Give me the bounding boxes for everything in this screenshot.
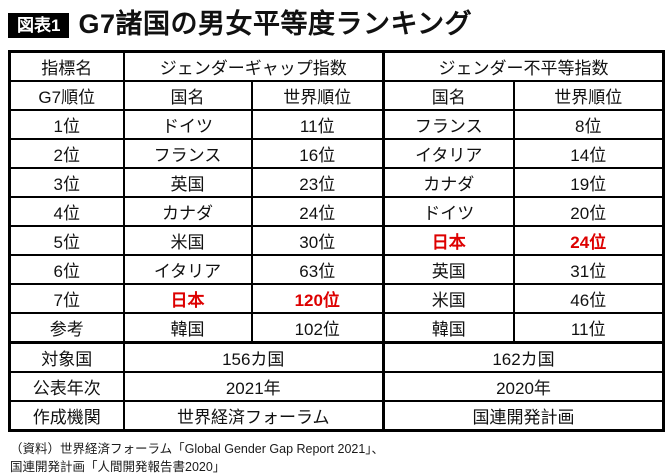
footer-label: 対象国 — [8, 341, 125, 373]
header-gap-world-rank: 世界順位 — [250, 80, 385, 111]
cell-ineq-country: 日本 — [382, 225, 515, 256]
header-ineq-world-rank: 世界順位 — [512, 80, 665, 111]
cell-gap-country: 日本 — [122, 283, 253, 314]
cell-g7-rank: 参考 — [8, 312, 125, 344]
source-note: （資料）世界経済フォーラム「Global Gender Gap Report 2… — [10, 440, 660, 476]
footer-ineq-value: 162カ国 — [382, 341, 665, 373]
footer-ineq-value: 2020年 — [382, 371, 665, 402]
figure-tag-badge: 図表1 — [8, 12, 70, 38]
cell-ineq-rank: 19位 — [512, 167, 665, 198]
cell-ineq-rank: 14位 — [512, 138, 665, 169]
cell-gap-rank: 23位 — [250, 167, 385, 198]
cell-ineq-rank: 8位 — [512, 109, 665, 140]
footer-gap-value: 156カ国 — [122, 341, 385, 373]
cell-gap-country: ドイツ — [122, 109, 253, 140]
footer-label: 作成機関 — [8, 400, 125, 432]
table-head: 指標名 ジェンダーギャップ指数 ジェンダー不平等指数 G7順位 国名 世界順位 … — [8, 50, 665, 111]
figure-header: 図表1 G7諸国の男女平等度ランキング — [8, 8, 662, 42]
footer-row-issuing-organization: 作成機関 世界経済フォーラム 国連開発計画 — [8, 400, 665, 432]
source-line-2: 国連開発計画「人間開発報告書2020」 — [10, 460, 226, 475]
table-row: 3位 英国 23位 カナダ 19位 — [8, 167, 665, 198]
cell-gap-rank: 16位 — [250, 138, 385, 169]
cell-ineq-country: ドイツ — [382, 196, 515, 227]
cell-g7-rank: 1位 — [8, 109, 125, 140]
cell-ineq-country: カナダ — [382, 167, 515, 198]
cell-gap-rank: 30位 — [250, 225, 385, 256]
cell-gap-rank: 11位 — [250, 109, 385, 140]
header-row-indicator: 指標名 ジェンダーギャップ指数 ジェンダー不平等指数 — [8, 50, 665, 82]
cell-ineq-rank: 46位 — [512, 283, 665, 314]
cell-ineq-country: 米国 — [382, 283, 515, 314]
table-row: 6位 イタリア 63位 英国 31位 — [8, 254, 665, 285]
cell-ineq-rank: 20位 — [512, 196, 665, 227]
cell-g7-rank: 5位 — [8, 225, 125, 256]
table-row: 4位 カナダ 24位 ドイツ 20位 — [8, 196, 665, 227]
ranking-table: 指標名 ジェンダーギャップ指数 ジェンダー不平等指数 G7順位 国名 世界順位 … — [8, 50, 665, 432]
header-ineq-country: 国名 — [382, 80, 515, 111]
figure-title: G7諸国の男女平等度ランキング — [78, 9, 473, 40]
cell-gap-rank: 24位 — [250, 196, 385, 227]
header-g7-rank: G7順位 — [8, 80, 125, 111]
cell-ineq-rank: 11位 — [512, 312, 665, 344]
cell-gap-rank: 102位 — [250, 312, 385, 344]
cell-ineq-country: 韓国 — [382, 312, 515, 344]
cell-g7-rank: 4位 — [8, 196, 125, 227]
cell-g7-rank: 2位 — [8, 138, 125, 169]
header-gap-index-label: ジェンダーギャップ指数 — [122, 50, 385, 82]
table-row: 参考 韓国 102位 韓国 11位 — [8, 312, 665, 344]
cell-g7-rank: 6位 — [8, 254, 125, 285]
cell-ineq-country: 英国 — [382, 254, 515, 285]
header-indicator-label: 指標名 — [8, 50, 125, 82]
cell-gap-rank: 63位 — [250, 254, 385, 285]
table-row: 7位 日本 120位 米国 46位 — [8, 283, 665, 314]
cell-gap-country: 米国 — [122, 225, 253, 256]
cell-gap-rank: 120位 — [250, 283, 385, 314]
cell-ineq-country: フランス — [382, 109, 515, 140]
footer-row-publication-year: 公表年次 2021年 2020年 — [8, 371, 665, 402]
cell-ineq-country: イタリア — [382, 138, 515, 169]
cell-gap-country: フランス — [122, 138, 253, 169]
cell-gap-country: 英国 — [122, 167, 253, 198]
cell-gap-country: カナダ — [122, 196, 253, 227]
table-row: 5位 米国 30位 日本 24位 — [8, 225, 665, 256]
footer-label: 公表年次 — [8, 371, 125, 402]
cell-ineq-rank: 31位 — [512, 254, 665, 285]
cell-g7-rank: 3位 — [8, 167, 125, 198]
table-body: 1位 ドイツ 11位 フランス 8位 2位 フランス 16位 イタリア 14位 … — [8, 109, 665, 344]
footer-gap-value: 世界経済フォーラム — [122, 400, 385, 432]
cell-gap-country: 韓国 — [122, 312, 253, 344]
footer-ineq-value: 国連開発計画 — [382, 400, 665, 432]
table-row: 2位 フランス 16位 イタリア 14位 — [8, 138, 665, 169]
cell-ineq-rank: 24位 — [512, 225, 665, 256]
header-row-columns: G7順位 国名 世界順位 国名 世界順位 — [8, 80, 665, 111]
header-gap-country: 国名 — [122, 80, 253, 111]
footer-gap-value: 2021年 — [122, 371, 385, 402]
cell-g7-rank: 7位 — [8, 283, 125, 314]
header-inequality-index-label: ジェンダー不平等指数 — [382, 50, 665, 82]
table-foot: 対象国 156カ国 162カ国 公表年次 2021年 2020年 作成機関 世界… — [8, 341, 665, 432]
table-row: 1位 ドイツ 11位 フランス 8位 — [8, 109, 665, 140]
footer-row-target-countries: 対象国 156カ国 162カ国 — [8, 341, 665, 373]
source-line-1: （資料）世界経済フォーラム「Global Gender Gap Report 2… — [10, 442, 385, 456]
cell-gap-country: イタリア — [122, 254, 253, 285]
